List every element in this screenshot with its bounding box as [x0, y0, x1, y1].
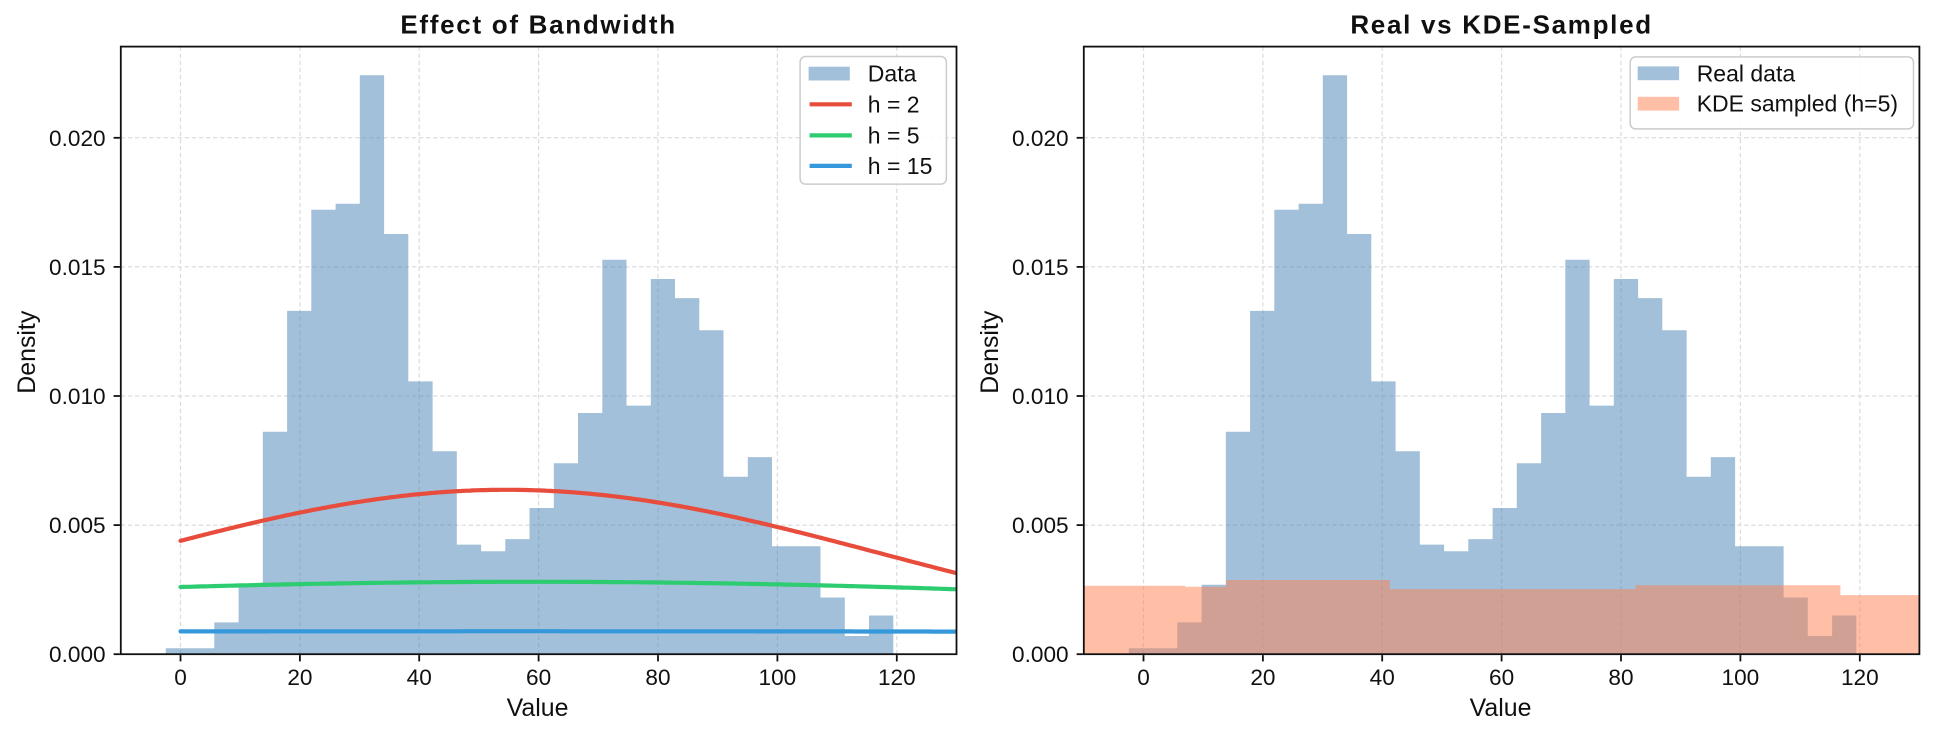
svg-text:Density: Density — [976, 310, 1004, 394]
svg-text:120: 120 — [1841, 665, 1879, 690]
svg-text:Real data: Real data — [1697, 60, 1796, 86]
svg-text:20: 20 — [1250, 665, 1275, 690]
svg-text:40: 40 — [407, 665, 432, 690]
svg-text:80: 80 — [645, 665, 670, 690]
svg-text:Data: Data — [868, 61, 917, 87]
svg-text:60: 60 — [526, 665, 551, 690]
svg-text:40: 40 — [1370, 665, 1395, 690]
svg-text:h = 15: h = 15 — [868, 153, 933, 179]
svg-text:100: 100 — [759, 665, 797, 690]
svg-text:0.005: 0.005 — [49, 513, 106, 538]
svg-text:0: 0 — [1137, 665, 1150, 690]
svg-text:Effect of Bandwidth: Effect of Bandwidth — [400, 9, 676, 39]
svg-text:120: 120 — [878, 665, 916, 690]
svg-text:0.000: 0.000 — [49, 642, 106, 667]
svg-text:0.020: 0.020 — [1012, 126, 1069, 151]
svg-text:Real vs KDE-Sampled: Real vs KDE-Sampled — [1350, 9, 1653, 39]
svg-text:0.000: 0.000 — [1012, 642, 1069, 667]
svg-text:0: 0 — [174, 665, 187, 690]
svg-text:Value: Value — [1470, 694, 1532, 722]
svg-text:h = 5: h = 5 — [868, 122, 920, 148]
svg-text:KDE sampled (h=5): KDE sampled (h=5) — [1697, 91, 1898, 117]
svg-text:60: 60 — [1489, 665, 1514, 690]
svg-text:0.010: 0.010 — [49, 384, 106, 409]
svg-text:80: 80 — [1608, 665, 1633, 690]
svg-text:0.010: 0.010 — [1012, 384, 1069, 409]
svg-text:100: 100 — [1722, 665, 1760, 690]
svg-text:0.015: 0.015 — [1012, 255, 1069, 280]
svg-text:20: 20 — [287, 665, 312, 690]
svg-text:0.015: 0.015 — [49, 255, 106, 280]
svg-text:h = 2: h = 2 — [868, 91, 920, 117]
svg-text:Value: Value — [507, 694, 569, 722]
svg-text:Density: Density — [13, 310, 41, 394]
svg-text:0.005: 0.005 — [1012, 513, 1069, 538]
svg-text:0.020: 0.020 — [49, 126, 106, 151]
